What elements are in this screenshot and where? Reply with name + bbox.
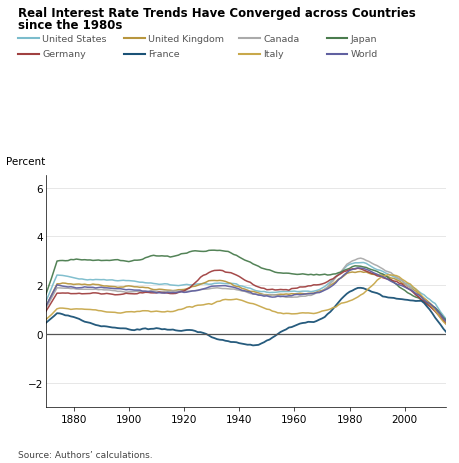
Text: United States: United States [42,35,106,44]
Text: since the 1980s: since the 1980s [18,19,123,32]
Text: Percent: Percent [6,156,45,167]
Text: World: World [350,50,377,59]
Text: United Kingdom: United Kingdom [148,35,224,44]
Text: Italy: Italy [263,50,283,59]
Text: Source: Authors’ calculations.: Source: Authors’ calculations. [18,450,153,459]
Text: France: France [148,50,179,59]
Text: Japan: Japan [350,35,376,44]
Text: Germany: Germany [42,50,86,59]
Text: Real Interest Rate Trends Have Converged across Countries: Real Interest Rate Trends Have Converged… [18,7,415,20]
Text: Canada: Canada [263,35,299,44]
